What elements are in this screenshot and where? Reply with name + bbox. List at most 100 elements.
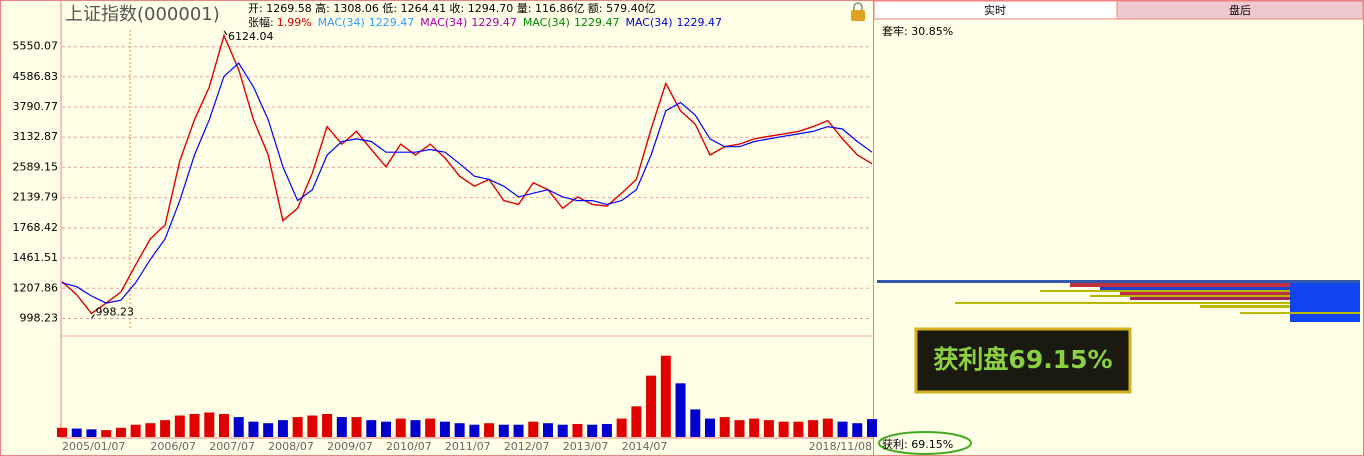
y-tick-label: 1768.42 <box>13 221 59 234</box>
volume-bar <box>690 409 701 437</box>
volume-bar <box>439 421 450 437</box>
indicator-name: MAC(34) <box>318 16 365 29</box>
volume-bar <box>248 421 259 437</box>
volume-bar <box>528 421 539 437</box>
indicator-line: 张幅: 1.99% MAC(34) 1229.47 MAC(34) 1229.47 MAC(… <box>248 16 722 29</box>
volume-bar <box>277 420 288 437</box>
volume-bar <box>587 424 598 437</box>
volume-bar <box>601 423 612 437</box>
price-line <box>61 33 873 315</box>
change: 1.99% <box>277 16 312 29</box>
callout: 获利盘69.15% <box>933 345 1112 374</box>
volume-bar <box>631 406 642 437</box>
volume-bar <box>705 418 715 437</box>
change-label: 张幅: <box>248 16 274 29</box>
volume-bar <box>86 429 97 437</box>
indicator-name: MAC(34) <box>625 16 672 29</box>
volume-bar <box>219 414 229 437</box>
price-line <box>61 62 873 304</box>
volume-bar <box>660 355 671 437</box>
x-tick-label: 2008/07 <box>268 440 314 453</box>
volume-bar <box>454 423 465 437</box>
volume-bar <box>572 423 583 437</box>
indicator-name: MAC(34) <box>420 16 467 29</box>
volume-bar <box>719 417 730 437</box>
volume-bar <box>469 424 480 437</box>
x-tick-label: 2012/07 <box>504 440 550 453</box>
x-tick-label: 2007/07 <box>209 440 255 453</box>
indicator-value: 1229.47 <box>574 16 620 29</box>
x-tick-label: 2006/07 <box>150 440 196 453</box>
volume-bar <box>381 421 391 437</box>
x-tick-label: 2005/01/07 <box>62 440 125 453</box>
indicator-name: MAC(34) <box>523 16 570 29</box>
volume-bar <box>336 417 347 437</box>
volume-bar <box>204 412 215 437</box>
quote: 开: 1269.58 高: 1308.06 低: 1264.41 收: 1294… <box>248 1 656 15</box>
volume-bar <box>322 414 333 437</box>
title: 上证指数(000001) <box>65 4 220 25</box>
tab-label[interactable]: 实时 <box>984 3 1006 17</box>
annotation: 998.23 <box>95 305 134 318</box>
volume-bar <box>410 420 421 437</box>
x-tick-label: 2011/07 <box>445 440 491 453</box>
y-tick-label: 5550.07 <box>13 40 59 53</box>
y-tick-label: 3132.87 <box>13 130 59 143</box>
volume-bar <box>71 428 82 437</box>
volume-bar <box>160 420 171 437</box>
callout-box <box>914 327 1132 394</box>
volume-bar <box>263 423 274 437</box>
y-tick-label: 2139.79 <box>13 191 59 204</box>
annotation: 6124.04 <box>228 30 274 43</box>
x-tick-label: 2013/07 <box>563 440 609 453</box>
volume-bar <box>557 424 568 437</box>
volume-bar <box>616 418 627 437</box>
annotation-pointer <box>91 314 95 319</box>
volume-bar <box>646 375 657 437</box>
y-tick-label: 2589.15 <box>13 160 59 173</box>
volume-bar <box>425 418 436 437</box>
volume-bar <box>145 423 156 437</box>
indicator-value: 1229.47 <box>471 16 517 29</box>
volume-bar <box>749 418 760 437</box>
volume-bar <box>513 424 524 437</box>
volume-bar <box>351 417 362 437</box>
volume-bar <box>130 424 141 437</box>
volume-bar <box>115 427 126 437</box>
x-tick-label: 2014/07 <box>622 440 668 453</box>
tab-label[interactable]: 盘后 <box>1229 3 1251 17</box>
volume-bar <box>778 421 789 437</box>
volume-bar <box>101 430 112 437</box>
volume-bar <box>307 415 318 437</box>
y-tick-label: 1207.86 <box>13 281 59 294</box>
y-tick-label: 1461.51 <box>13 251 59 264</box>
volume-bar <box>734 420 745 437</box>
tab[interactable] <box>1116 0 1364 20</box>
y-tick-label: 998.23 <box>20 311 59 324</box>
volume-bar <box>822 418 833 437</box>
volume-bar <box>543 423 553 437</box>
volume-bar <box>395 418 406 437</box>
volume-bar <box>867 419 877 437</box>
indicator-value: 1229.47 <box>369 16 415 29</box>
volume-bar <box>675 383 686 437</box>
volume-bar <box>484 423 495 437</box>
volume-bar <box>233 417 244 437</box>
x-tick-label: 2018/11/08 <box>809 440 872 453</box>
volume-bar <box>366 420 377 437</box>
chip-distribution <box>877 280 1360 322</box>
volume-bar <box>808 420 819 437</box>
trapped-ratio: 套牢: 30.85% <box>882 24 953 38</box>
y-tick-label: 3790.77 <box>13 100 59 113</box>
lock-icon <box>851 2 865 21</box>
x-tick-label: 2009/07 <box>327 440 373 453</box>
highlight-ellipse <box>878 431 972 455</box>
y-tick-label: 4586.83 <box>13 70 59 83</box>
volume-bar <box>498 424 509 437</box>
volume-bar <box>763 420 774 437</box>
volume-bar <box>189 414 200 437</box>
x-tick-label: 2010/07 <box>386 440 432 453</box>
volume-bar <box>57 427 67 437</box>
